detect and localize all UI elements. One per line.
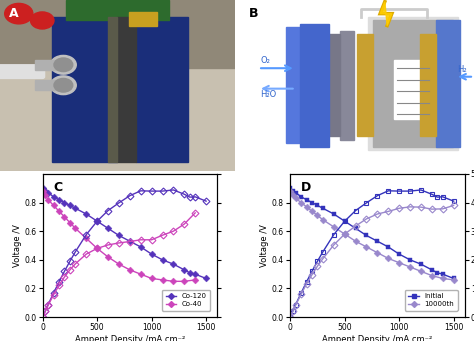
Legend: Initial, 10000th: Initial, 10000th (405, 290, 457, 311)
Text: C: C (53, 181, 62, 194)
Bar (328, 34, 340, 136)
Bar (66, 0, 169, 20)
Circle shape (54, 78, 73, 92)
Bar (394, 60, 432, 119)
Bar (356, 34, 373, 136)
Circle shape (54, 58, 73, 72)
X-axis label: Ampent Density /mA cm⁻²: Ampent Density /mA cm⁻² (75, 335, 185, 341)
Circle shape (5, 3, 33, 24)
Polygon shape (380, 2, 392, 26)
X-axis label: Ampent Density /mA cm⁻²: Ampent Density /mA cm⁻² (322, 335, 432, 341)
Legend: Co-120, Co-40: Co-120, Co-40 (162, 290, 210, 311)
Text: H₂: H₂ (457, 64, 467, 74)
Bar (108, 17, 118, 162)
Bar (301, 24, 328, 147)
Bar (35, 60, 64, 70)
Bar (437, 20, 460, 147)
Bar (373, 20, 453, 147)
Circle shape (50, 76, 76, 94)
Circle shape (50, 56, 76, 74)
Bar (420, 34, 437, 136)
Y-axis label: Voltage /V: Voltage /V (12, 224, 21, 267)
Text: H₂O: H₂O (261, 90, 277, 99)
Text: D: D (301, 181, 311, 194)
Bar (286, 27, 301, 143)
Circle shape (30, 12, 54, 29)
Bar (136, 17, 188, 162)
Bar (340, 31, 355, 140)
Bar (118, 17, 136, 162)
Bar (35, 80, 64, 90)
Text: B: B (249, 7, 258, 20)
FancyBboxPatch shape (0, 65, 45, 78)
Bar (0, 0, 235, 68)
Bar (368, 17, 457, 150)
Text: A: A (9, 7, 19, 20)
Y-axis label: Voltage /V: Voltage /V (260, 224, 269, 267)
Bar (52, 17, 118, 162)
Text: O₂: O₂ (261, 56, 270, 65)
Bar (129, 12, 157, 26)
